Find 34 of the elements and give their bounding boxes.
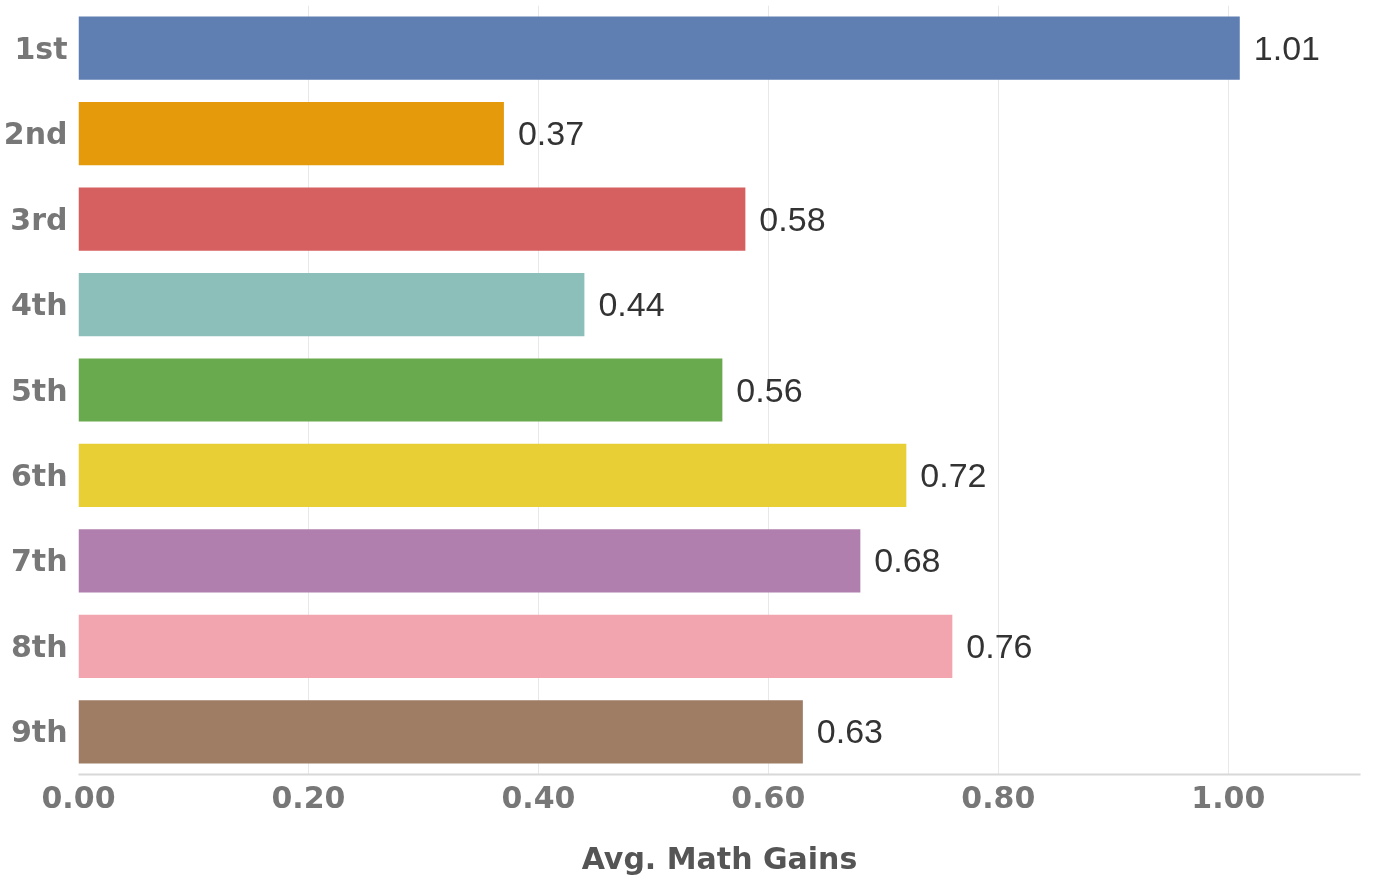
data-label: 0.37 (517, 114, 585, 153)
y-tick-label: 1st (14, 30, 68, 66)
bar (78, 272, 585, 337)
bar (78, 358, 723, 422)
x-tick-label: 1.00 (1191, 779, 1266, 815)
x-tick-label: 0.80 (961, 779, 1036, 815)
x-tick-label: 0.00 (41, 779, 116, 815)
data-label: 0.68 (874, 541, 941, 580)
data-label: 0.56 (736, 370, 803, 409)
data-label: 0.63 (816, 712, 884, 751)
y-tick-label: 5th (10, 372, 68, 408)
bar (78, 102, 504, 166)
y-tick-label: 2nd (3, 116, 68, 152)
y-tick-label: 8th (10, 628, 68, 664)
x-tick-label: 0.20 (271, 779, 346, 815)
x-tick-label: 0.40 (501, 779, 576, 815)
y-tick-label: 3rd (10, 201, 68, 237)
bar (78, 614, 953, 678)
y-tick-label: 4th (10, 287, 68, 323)
bar (78, 187, 746, 251)
bar (78, 443, 907, 508)
x-tick-label: 0.60 (731, 779, 806, 815)
y-tick-label: 6th (10, 457, 68, 493)
data-label: 0.76 (966, 626, 1033, 665)
x-axis-title: Avg. Math Gains (581, 840, 858, 876)
y-tick-label: 7th (10, 543, 68, 579)
bar (78, 700, 803, 764)
data-label: 1.01 (1253, 28, 1320, 67)
data-label: 0.72 (920, 455, 987, 494)
data-label: 0.44 (598, 285, 665, 324)
bar (78, 16, 1240, 80)
bar (78, 529, 861, 593)
data-label: 0.58 (759, 199, 826, 238)
y-tick-label: 9th (10, 714, 68, 750)
